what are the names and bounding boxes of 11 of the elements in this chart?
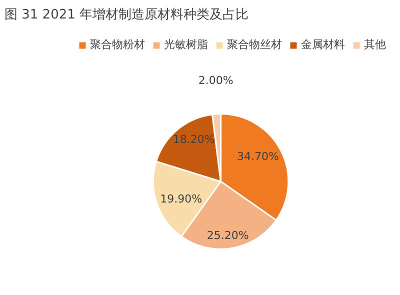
chart-title: 图 31 2021 年增材制造原材料种类及占比 bbox=[4, 8, 249, 22]
legend-label: 聚合物丝材 bbox=[227, 37, 282, 52]
legend-label: 金属材料 bbox=[301, 37, 345, 52]
data-label: 18.20% bbox=[172, 133, 215, 146]
data-label: 34.70% bbox=[236, 150, 279, 163]
data-label: 19.90% bbox=[160, 192, 202, 206]
legend-label: 其他 bbox=[364, 37, 386, 52]
legend-label: 光敏树脂 bbox=[164, 37, 208, 52]
legend-label: 聚合物粉材 bbox=[90, 37, 145, 52]
data-label: 2.00% bbox=[198, 74, 234, 87]
data-label: 25.20% bbox=[206, 228, 249, 242]
